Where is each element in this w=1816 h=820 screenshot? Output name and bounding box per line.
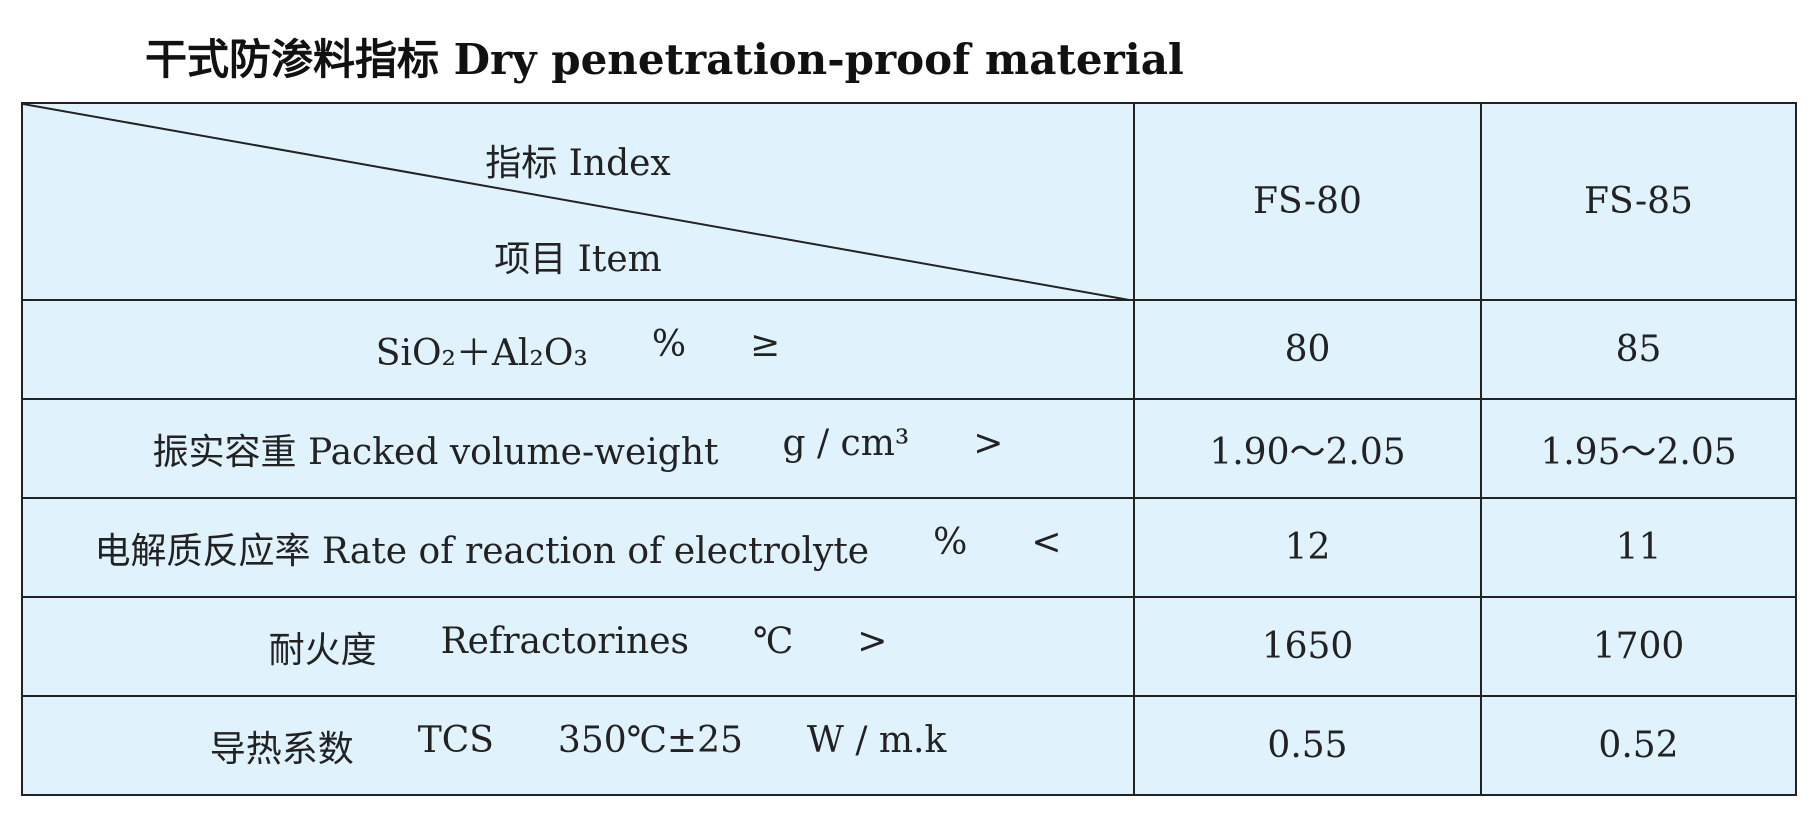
item-text: < [1031,521,1062,563]
item-cell: 耐火度 Refractorines ℃ > [21,596,1135,697]
item-text: 导热系数 [209,728,354,770]
data-row: SiO₂＋Al₂O₃% ≥80 85 [21,299,1797,400]
item-text: TCS [417,719,494,761]
item-parts: 导热系数 TCS 350℃±25 W / m.k [23,720,1133,772]
value-cell: 0.52 [1480,695,1797,796]
data-row: 电解质反应率 Rate of reaction of electrolyte% <… [21,497,1797,598]
value-cell: 80 [1133,299,1482,400]
item-text: g / cm³ [782,422,910,464]
diagonal [23,104,1135,301]
item-text: Refractorines [440,620,689,662]
value-cell: 1650 [1133,596,1482,697]
item-text: 电解质反应率 Rate of reaction of electrolyte [94,530,870,572]
item-label: 项目 Item [494,239,662,280]
item-text: % [933,521,968,563]
header-row: 指标 Index 项目 Item FS-80 FS-85 [21,102,1797,301]
spec-table: 指标 Index 项目 Item FS-80 FS-85 SiO₂＋Al₂O₃% ≥80 8… [21,102,1797,796]
value-cell: 85 [1480,299,1797,400]
value-cell: 11 [1480,497,1797,598]
index-label: 指标 Index [485,143,671,184]
value-cell: 1700 [1480,596,1797,697]
header-corner: 指标 Index 项目 Item [21,102,1135,301]
value-cell: 1.90～2.05 [1133,398,1482,499]
item-text: SiO₂＋Al₂O₃ [375,332,588,374]
item-cell: SiO₂＋Al₂O₃% ≥ [21,299,1135,400]
data-row: 耐火度 Refractorines ℃ >1650 1700 [21,596,1797,697]
grade-header: FS-80 [1133,102,1482,301]
grade-header: FS-85 [1480,102,1797,301]
item-parts: 振实容重 Packed volume-weight g / cm³ > [23,423,1133,475]
item-text: % [651,323,687,365]
item-cell: 电解质反应率 Rate of reaction of electrolyte% < [21,497,1135,598]
item-text: W / m.k [806,719,947,761]
item-text: > [857,620,888,662]
item-cell: 振实容重 Packed volume-weight g / cm³ > [21,398,1135,499]
value-cell: 1.95～2.05 [1480,398,1797,499]
item-parts: SiO₂＋Al₂O₃% ≥ [23,324,1133,376]
item-cell: 导热系数 TCS 350℃±25 W / m.k [21,695,1135,796]
value-cell: 12 [1133,497,1482,598]
item-text: ≥ [750,323,781,365]
item-parts: 耐火度 Refractorines ℃ > [23,621,1133,673]
data-row: 振实容重 Packed volume-weight g / cm³ >1.90～2.… [21,398,1797,499]
item-text: 耐火度 [268,629,377,671]
title: 干式防渗料指标 Dry penetration-proof material [145,35,1184,84]
item-text: ℃ [752,620,794,662]
value-cell: 0.55 [1133,695,1482,796]
item-text: 350℃±25 [557,719,743,761]
data-row: 导热系数 TCS 350℃±25 W / m.k 0.55 0.52 [21,695,1797,796]
item-text: > [973,422,1004,464]
item-parts: 电解质反应率 Rate of reaction of electrolyte% < [23,522,1133,574]
item-text: 振实容重 Packed volume-weight [152,431,719,473]
